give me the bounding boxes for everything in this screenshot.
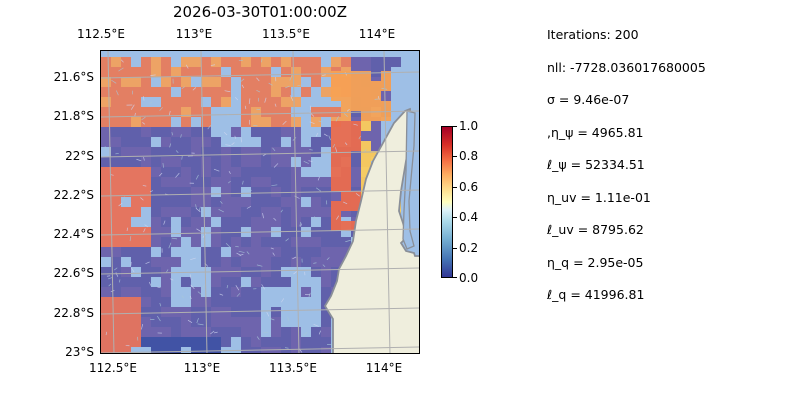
colorbar-tickmark <box>453 248 457 249</box>
ell-q-text: ℓ_q = 41996.81 <box>547 287 645 302</box>
nll-text: nll: -7728.036017680005 <box>547 59 706 75</box>
lat-tick: 22.2°S <box>53 188 94 202</box>
lat-tick: 22.4°S <box>53 227 94 241</box>
lon-tick-bottom: 114°E <box>365 361 403 375</box>
colorbar-tickmark <box>453 277 457 278</box>
map-title: 2026-03-30T01:00:00Z <box>173 3 347 21</box>
eta-psi-text: ,η_ψ = 4965.81 <box>547 124 644 140</box>
colorbar-label: 1.0 <box>459 119 479 133</box>
colorbar <box>441 126 453 278</box>
lon-tick-top: 112.5°E <box>77 27 125 41</box>
map-panel[interactable] <box>100 50 420 354</box>
hyperparameter-panel: Iterations: 200 nll: -7728.036017680005 … <box>547 19 706 312</box>
lat-tick: 21.8°S <box>53 109 94 123</box>
colorbar-label: 0.8 <box>459 149 479 163</box>
colorbar-tickmark <box>453 126 457 127</box>
colorbar-label: 0.4 <box>459 210 479 224</box>
eta-uv-text: η_uv = 1.11e-01 <box>547 189 651 205</box>
colorbar-label: 0.2 <box>459 241 479 255</box>
lon-tick-top: 114°E <box>358 27 396 41</box>
ell-psi-text: ℓ_ψ = 52334.51 <box>547 157 645 172</box>
field-layer <box>101 57 401 353</box>
colorbar-tickmark <box>453 156 457 157</box>
colorbar-tickmark <box>453 187 457 188</box>
graticule <box>101 51 419 353</box>
lat-tick: 23°S <box>65 345 94 359</box>
colorbar-tickmark <box>453 217 457 218</box>
lon-tick-bottom: 113.5°E <box>269 361 317 375</box>
colorbar-label: 0.6 <box>459 180 479 194</box>
lat-tick: 22.8°S <box>53 306 94 320</box>
lat-tick: 21.6°S <box>53 70 94 84</box>
ell-uv-text: ℓ_uv = 8795.62 <box>547 222 644 237</box>
lat-tick: 22°S <box>65 149 94 163</box>
lon-tick-top: 113.5°E <box>262 27 310 41</box>
lon-tick-bottom: 113°E <box>183 361 221 375</box>
map-canvas[interactable] <box>101 51 420 354</box>
eta-q-text: η_q = 2.95e-05 <box>547 254 644 270</box>
iterations-text: Iterations: 200 <box>547 27 639 42</box>
lat-tick: 22.6°S <box>53 266 94 280</box>
bay-inlet <box>402 110 416 250</box>
colorbar-label: 0.0 <box>459 271 479 285</box>
lon-tick-bottom: 112.5°E <box>89 361 137 375</box>
sigma-text: σ = 9.46e-07 <box>547 92 630 107</box>
lon-tick-top: 113°E <box>175 27 213 41</box>
